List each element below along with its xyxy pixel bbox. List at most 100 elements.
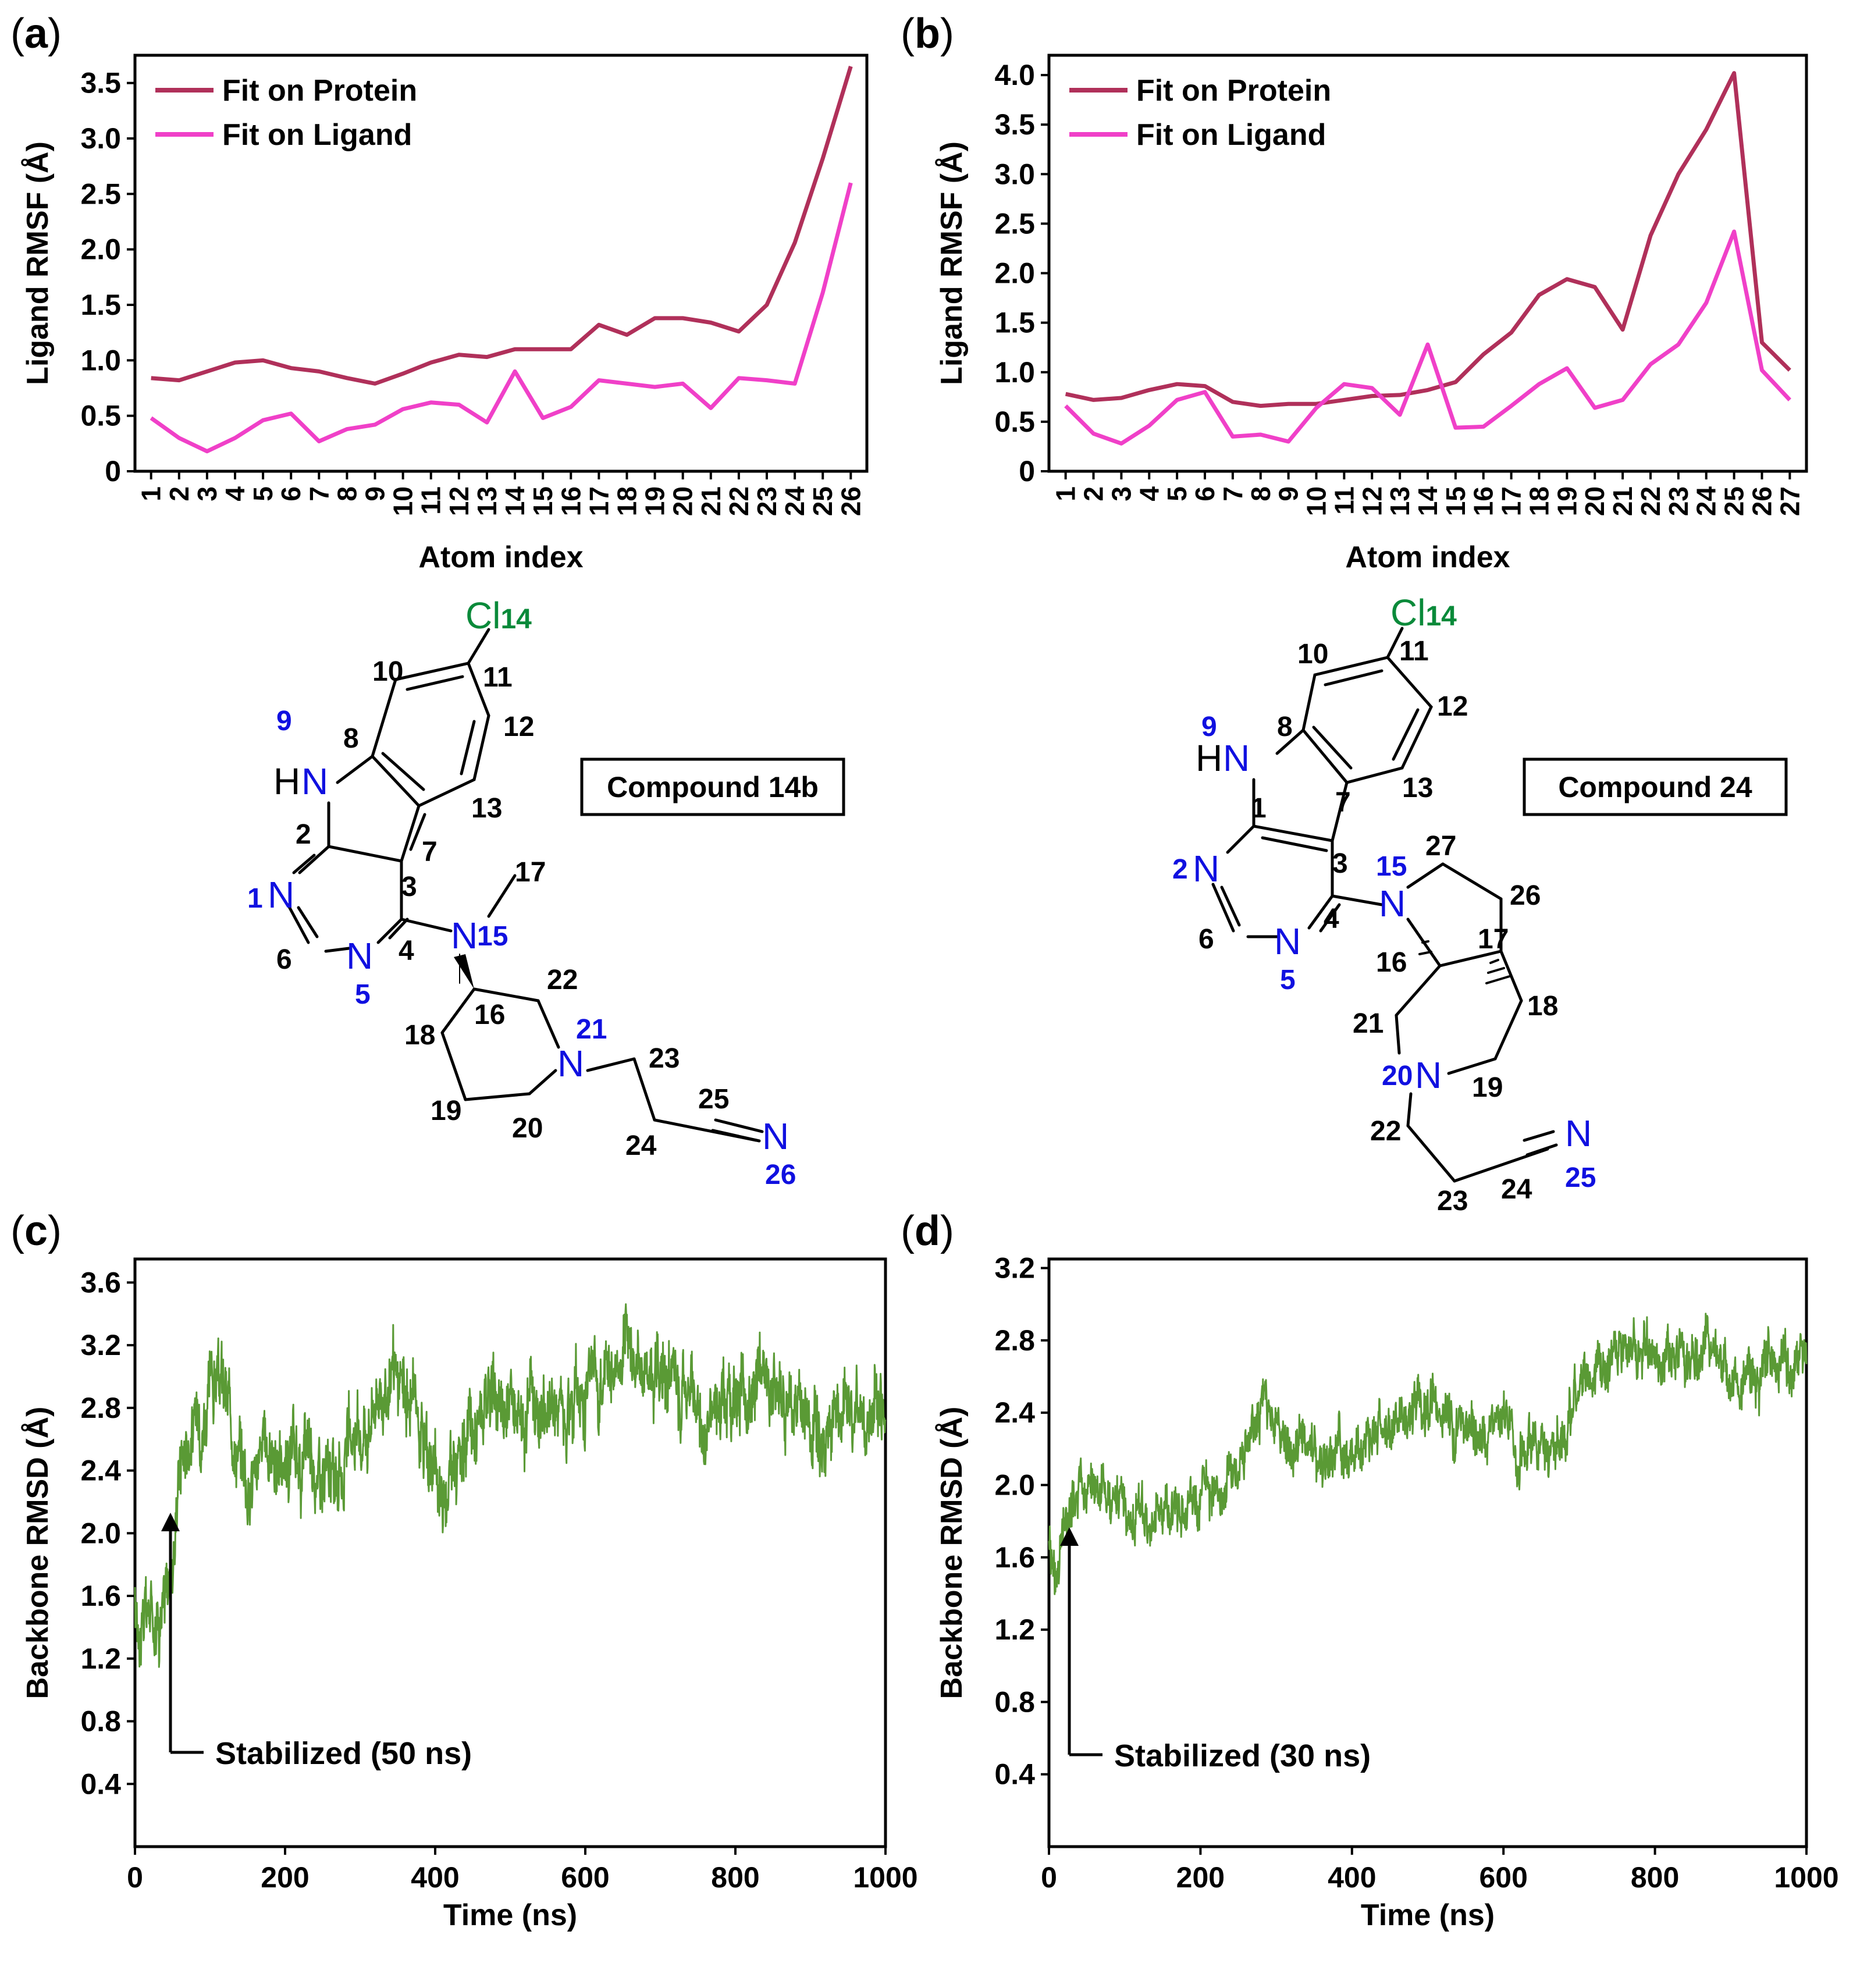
x-tick-label: 1 [1051, 486, 1081, 502]
compound-24-structure [1211, 627, 1558, 1183]
x-tick-label: 7 [304, 486, 334, 502]
x-tick-label: 6 [1190, 486, 1220, 502]
svg-text:2: 2 [296, 819, 311, 850]
rmsd-trace [134, 1303, 887, 1668]
x-tick-label: 16 [556, 486, 586, 516]
x-tick-label: 9 [1274, 486, 1304, 502]
x-tick-label: 4 [1134, 486, 1164, 502]
x-tick-label: 6 [276, 486, 306, 502]
x-tick-label: 11 [416, 486, 446, 515]
svg-text:1: 1 [1251, 793, 1267, 824]
svg-text:13: 13 [1402, 773, 1433, 803]
compound-14b-structure [286, 628, 764, 1143]
x-tick-label: 1000 [853, 1861, 917, 1894]
svg-text:6: 6 [1198, 924, 1214, 955]
y-tick-label: 4.0 [994, 59, 1035, 91]
cl-bond [467, 628, 490, 665]
y-axis-label: Backbone RMSD (Å) [935, 1407, 969, 1699]
x-axis-label: Time (ns) [443, 1898, 577, 1932]
x-tick-label: 25 [1719, 486, 1749, 516]
svg-text:3: 3 [1332, 848, 1348, 879]
panel-label-b: (b) [901, 10, 954, 57]
rmsd-chart-d: 0.4 0.8 1.2 1.6 2.0 2.4 2.8 3.2 Backbone RMSD (Å… [935, 1252, 1839, 1932]
x-tick-label: 23 [752, 486, 782, 516]
y-tick-label: 3.2 [994, 1252, 1035, 1285]
svg-text:21: 21 [1353, 1008, 1383, 1039]
x-tick-label: 20 [668, 486, 698, 516]
svg-text:15: 15 [1376, 851, 1407, 882]
svg-text:13: 13 [471, 793, 502, 824]
svg-text:N: N [301, 760, 328, 802]
svg-text:7: 7 [1335, 787, 1351, 818]
svg-text:5: 5 [355, 979, 371, 1010]
x-tick-label: 17 [1496, 486, 1527, 516]
y-tick-label: 1.0 [994, 356, 1035, 389]
svg-text:6: 6 [276, 944, 292, 975]
svg-text:10: 10 [1297, 639, 1328, 670]
svg-text:26: 26 [765, 1160, 796, 1190]
panel-label-d: (d) [901, 1208, 954, 1254]
y-tick-label: 2.0 [80, 1517, 121, 1549]
plot-frame [133, 54, 869, 473]
x-axis-label: Time (ns) [1361, 1898, 1495, 1932]
y-tick-label: 1.2 [80, 1642, 121, 1675]
x-tick-label: 21 [696, 486, 726, 516]
svg-text:16: 16 [1376, 947, 1407, 978]
svg-text:17: 17 [515, 857, 546, 888]
svg-text:11: 11 [1399, 636, 1429, 667]
y-tick-label: 3.5 [80, 67, 121, 99]
rmsd-chart-c: 0.4 0.8 1.2 1.6 2.0 2.4 2.8 3.2 3.6 Backbone RMSD… [21, 1257, 918, 1932]
x-tick-label: 5 [1162, 486, 1192, 502]
svg-text:11: 11 [483, 662, 513, 693]
svg-text:20: 20 [1382, 1061, 1413, 1091]
x-tick-label: 15 [1441, 486, 1471, 516]
svg-text:N: N [451, 915, 478, 956]
x-tick-label: 3 [1106, 486, 1136, 502]
svg-text:N: N [268, 874, 294, 916]
x-tick-label: 400 [411, 1861, 459, 1894]
svg-text:H: H [1196, 737, 1222, 779]
stabilized-label-d: Stabilized (30 ns) [1114, 1738, 1371, 1773]
x-tick-label: 13 [1385, 486, 1415, 516]
series-line-ligand [150, 182, 853, 454]
x-tick-label: 600 [1479, 1861, 1527, 1894]
x-tick-label: 17 [584, 486, 614, 516]
series-line-ligand [1064, 229, 1791, 446]
x-axis-label: Atom index [1345, 540, 1510, 574]
arrow-head-icon [161, 1513, 180, 1531]
legend-entry: Fit on Ligand [222, 118, 412, 152]
legend-entry: Fit on Protein [1136, 74, 1331, 108]
svg-text:H: H [273, 760, 300, 802]
x-tick-label: 800 [1631, 1861, 1679, 1894]
x-tick-label: 25 [808, 486, 838, 516]
y-tick-label: 3.0 [80, 122, 121, 155]
x-tick-label: 12 [444, 486, 474, 516]
y-tick-label: 3.0 [994, 158, 1035, 190]
x-tick-label: 10 [1301, 486, 1332, 516]
y-tick-label: 2.8 [994, 1324, 1035, 1357]
svg-text:24: 24 [1501, 1174, 1532, 1205]
svg-text:N: N [557, 1043, 584, 1084]
panel-label-a: (a) [10, 10, 62, 57]
svg-text:18: 18 [404, 1020, 435, 1051]
x-tick-label: 16 [1468, 486, 1499, 516]
x-tick-label: 18 [1524, 486, 1554, 516]
svg-text:3: 3 [401, 872, 417, 902]
svg-text:19: 19 [431, 1096, 461, 1126]
y-tick-label: 0.8 [80, 1705, 121, 1738]
stabilized-annotation-c: Stabilized (50 ns) [161, 1513, 472, 1771]
arrow-head-icon [1060, 1527, 1079, 1546]
plot-frame [133, 1257, 887, 1848]
svg-text:23: 23 [1437, 1186, 1468, 1217]
svg-text:N: N [1274, 920, 1301, 962]
svg-text:5: 5 [1280, 965, 1296, 995]
y-tick-label: 1.5 [994, 307, 1035, 339]
y-tick-label: 1.0 [80, 344, 121, 376]
svg-text:N: N [1565, 1112, 1592, 1154]
legend-entry: Fit on Protein [222, 74, 417, 108]
x-tick-label: 200 [1176, 1861, 1225, 1894]
svg-text:27: 27 [1425, 831, 1456, 862]
y-tick-label: 1.6 [994, 1541, 1035, 1574]
y-axis-label: Ligand RMSF (Å) [21, 141, 55, 385]
